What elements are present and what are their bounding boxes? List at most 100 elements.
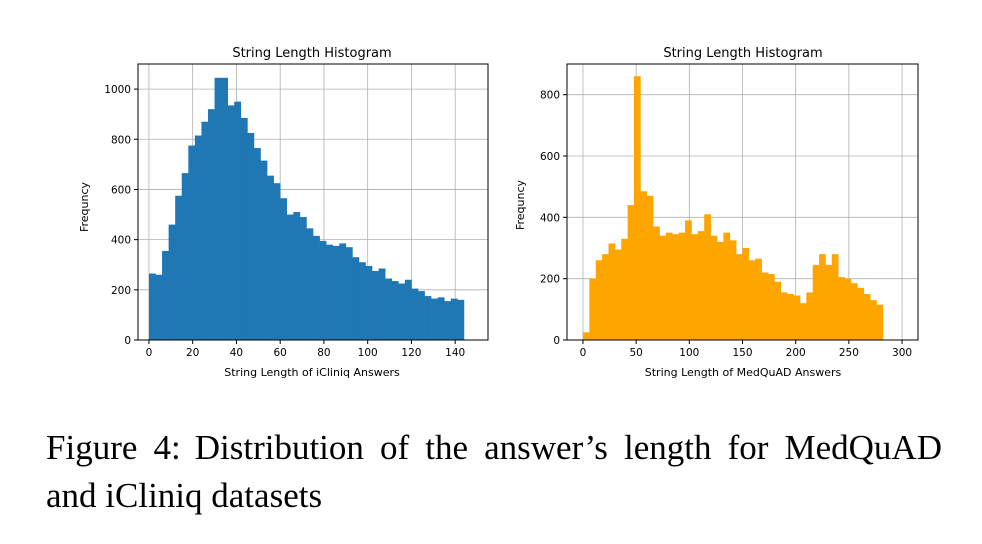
histogram-bar [208,109,215,340]
histogram-bar [608,243,616,340]
histogram-bar [227,105,235,341]
histogram-bar [787,294,794,340]
histogram-bar [742,248,750,340]
histogram-bar [774,281,782,340]
histogram-bar [876,304,884,340]
histogram-bar [819,254,826,340]
x-tick-label: 40 [230,347,243,359]
histogram-bar [404,279,412,340]
histogram-bar [457,299,465,340]
histogram-bar [793,295,801,340]
histogram-iCliniq: 0 20 40 60 80 100 120 140 0 200 400 600 800 1000 Stri… [78,46,489,379]
histogram-bar [450,298,458,340]
histogram-bar [293,212,301,340]
y-tick-label: 800 [540,90,560,102]
x-tick-label: 60 [274,347,287,359]
plot-frame [137,63,489,341]
histogram-bar [148,273,156,340]
histogram-bar [710,235,718,340]
x-tick-label: 50 [629,347,642,359]
y-tick-label: 400 [111,235,131,247]
histogram-bar [716,241,724,340]
figure-caption: Figure 4: Distribution of the answer’s le… [46,424,942,520]
histogram-bar [678,232,686,340]
histogram-bar [378,268,386,340]
histogram-bar [411,288,419,340]
histogram-bar [214,77,222,341]
caption-label: Figure 4: [46,428,181,467]
x-tick-label: 250 [839,347,859,359]
chart-title: String Length Histogram [232,46,391,61]
x-tick-label: 140 [445,347,465,359]
histogram-bar [286,214,294,340]
histogram-bar [870,300,877,340]
histogram-bar [831,254,839,340]
histogram-bar [614,249,622,340]
histogram-bar [188,145,196,340]
histogram-bar [825,264,833,340]
histogram-bar [748,260,756,340]
histogram-bar [653,226,660,340]
histogram-bar [221,77,228,341]
histogram-bar [685,220,692,340]
histogram-bar [691,234,699,340]
x-axis-label: String Length of MedQuAD Answers [645,366,842,379]
histogram-bar [582,332,590,340]
histogram-bar [723,232,731,340]
x-tick-label: 0 [146,347,153,359]
x-tick-label: 200 [786,347,806,359]
histogram-bar [444,301,452,340]
y-axis-label: Frequncy [514,179,527,230]
x-axis-label: String Length of iCliniq Answers [224,366,400,379]
histogram-bar [260,160,268,340]
y-tick-label: 200 [540,274,560,286]
y-tick-label: 0 [124,335,131,347]
histogram-bar [352,257,360,340]
histogram-bar [627,205,635,340]
histogram-bar [850,283,858,340]
histogram-bar [761,272,769,340]
histogram-bar [280,198,288,340]
histogram-bar [313,235,320,340]
histogram-bar [168,224,176,340]
histogram-bar [253,148,261,340]
histogram-bar [162,250,169,340]
histogram-bar [729,240,737,340]
histogram-bar [812,264,820,340]
histogram-bar [319,240,327,340]
histogram-bar [358,262,366,340]
histogram-bar [755,258,762,340]
histogram-bar [299,217,307,340]
x-tick-label: 150 [732,347,752,359]
y-tick-label: 400 [540,212,560,224]
histogram-bar [863,294,871,340]
histogram-bar [332,245,340,340]
y-tick-label: 800 [111,134,131,146]
x-tick-label: 100 [679,347,699,359]
histogram-bar [155,274,163,340]
histogram-bar [424,296,432,340]
histogram-bar [640,191,648,340]
caption-text: Distribution of the answer’s length for … [46,428,942,515]
histogram-bar [326,244,333,340]
histogram-bar [621,238,628,340]
histogram-bar [372,271,379,340]
y-tick-label: 1000 [104,84,131,96]
histogram-bar [844,278,852,340]
histogram-bar [339,243,347,340]
histogram-bar [398,283,406,340]
x-tick-label: 20 [186,347,199,359]
histogram-bar [780,292,788,340]
histogram-bar [247,133,255,340]
histogram-bar [181,173,189,340]
x-tick-label: 120 [401,347,421,359]
histogram-bar [672,234,679,340]
histogram-bar [602,254,609,340]
x-tick-label: 100 [358,347,378,359]
y-tick-label: 200 [111,285,131,297]
histogram-bar [838,277,845,340]
x-tick-label: 0 [580,347,587,359]
x-tick-label: 80 [317,347,330,359]
histogram-bar [194,135,202,340]
